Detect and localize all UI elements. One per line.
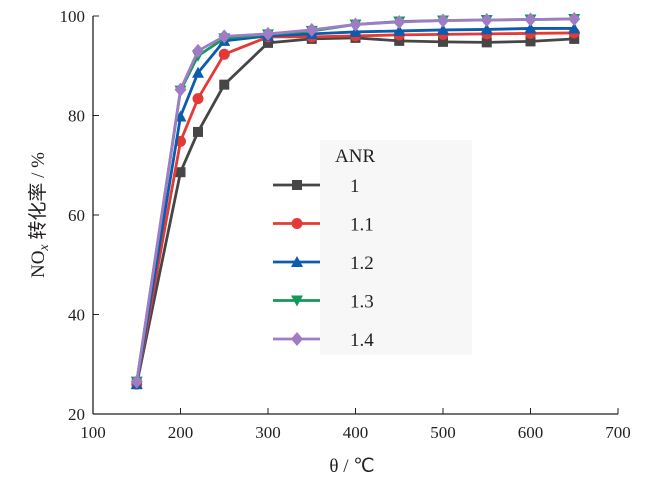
y-tick-label: 80	[68, 107, 85, 126]
data-point	[130, 374, 143, 389]
x-axis-label: θ / ℃	[329, 456, 374, 477]
legend-label: 1.1	[350, 215, 374, 236]
data-point	[218, 48, 230, 60]
data-point	[193, 126, 203, 137]
y-tick-label: 20	[68, 405, 85, 424]
y-axis-label: NOx 转化率 / %	[27, 152, 52, 278]
x-tick-label: 600	[518, 423, 544, 442]
legend-marker	[292, 180, 302, 190]
legend-label: 1.4	[350, 330, 374, 351]
y-tick-label: 100	[60, 7, 86, 26]
data-point	[393, 24, 406, 36]
series-line	[135, 31, 575, 385]
data-point	[524, 22, 537, 34]
x-tick-label: 200	[168, 423, 194, 442]
x-tick-label: 300	[255, 423, 281, 442]
data-point	[174, 82, 187, 97]
x-tick-label: 500	[430, 423, 456, 442]
data-point	[568, 11, 581, 26]
series-line	[135, 36, 575, 385]
data-point	[524, 12, 537, 27]
legend-label: 1	[350, 176, 360, 197]
data-point	[218, 29, 231, 44]
data-point	[305, 22, 318, 37]
x-tick-label: 700	[605, 423, 631, 442]
data-point	[393, 14, 406, 29]
data-point	[192, 43, 204, 58]
data-point	[175, 167, 186, 178]
data-point	[437, 23, 449, 35]
data-point	[262, 26, 274, 41]
y-tick-label: 40	[68, 306, 85, 325]
data-point	[525, 36, 536, 47]
series-1	[131, 32, 580, 390]
series-line	[135, 27, 575, 385]
series-1.4	[130, 11, 581, 389]
legend-marker	[291, 218, 303, 229]
legend-marker	[291, 295, 303, 307]
data-point	[192, 93, 204, 105]
series-line	[135, 17, 575, 382]
data-point	[263, 37, 273, 48]
data-point	[438, 36, 448, 47]
legend-marker	[291, 332, 303, 346]
data-point	[437, 13, 449, 28]
data-point	[394, 35, 405, 46]
legend-label: 1.3	[350, 292, 374, 313]
legend-title: ANR	[335, 146, 375, 167]
data-point	[219, 79, 230, 90]
data-point	[569, 33, 580, 44]
x-tick-label: 100	[80, 423, 106, 442]
y-tick-label: 60	[68, 206, 85, 225]
data-point	[192, 66, 204, 78]
data-point	[568, 22, 581, 34]
x-tick-label: 400	[343, 423, 369, 442]
data-point	[349, 17, 362, 32]
legend-label: 1.2	[350, 253, 374, 274]
legend-background	[320, 140, 472, 355]
data-point	[480, 23, 493, 35]
legend-marker	[291, 256, 303, 267]
data-point	[480, 12, 493, 27]
data-point	[481, 37, 492, 48]
